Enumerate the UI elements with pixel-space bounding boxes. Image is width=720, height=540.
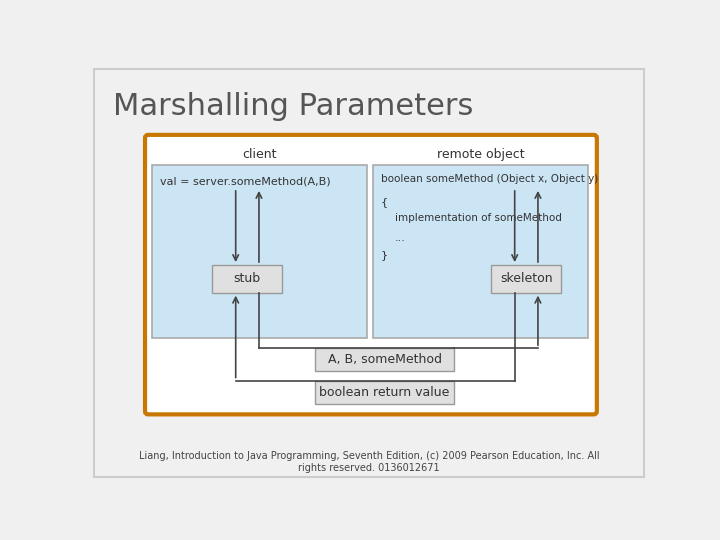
Bar xyxy=(315,348,454,372)
Bar xyxy=(315,381,454,403)
Text: remote object: remote object xyxy=(437,148,524,161)
Text: val = server.someMethod(A,B): val = server.someMethod(A,B) xyxy=(160,177,330,186)
Bar xyxy=(152,165,367,338)
Text: {: { xyxy=(381,197,388,207)
Text: client: client xyxy=(243,148,277,161)
Text: }: } xyxy=(381,249,388,260)
Text: boolean return value: boolean return value xyxy=(319,386,450,399)
FancyBboxPatch shape xyxy=(145,135,597,414)
Bar xyxy=(373,165,588,338)
Text: boolean someMethod (Object x, Object y): boolean someMethod (Object x, Object y) xyxy=(381,174,598,184)
Text: stub: stub xyxy=(234,272,261,285)
Text: implementation of someMethod: implementation of someMethod xyxy=(395,213,562,222)
Text: skeleton: skeleton xyxy=(500,272,553,285)
Text: A, B, someMethod: A, B, someMethod xyxy=(328,353,441,366)
Bar xyxy=(492,265,561,293)
Bar xyxy=(212,265,282,293)
Text: Marshalling Parameters: Marshalling Parameters xyxy=(113,92,474,121)
Text: Liang, Introduction to Java Programming, Seventh Edition, (c) 2009 Pearson Educa: Liang, Introduction to Java Programming,… xyxy=(139,451,599,473)
Text: ...: ... xyxy=(395,233,405,242)
